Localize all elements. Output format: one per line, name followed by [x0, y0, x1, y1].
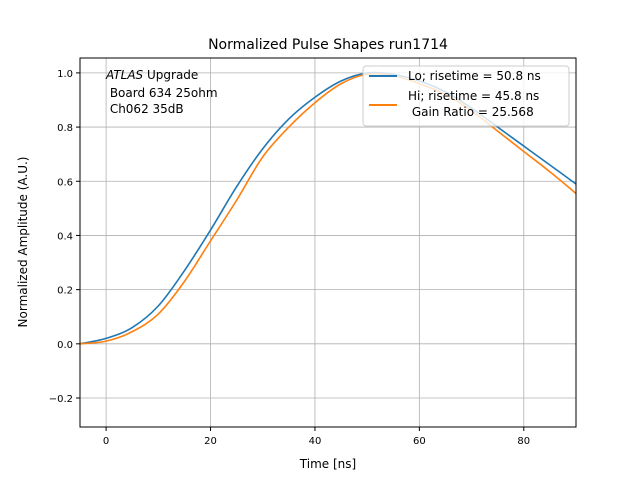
y-axis-label: Normalized Amplitude (A.U.) [16, 157, 30, 328]
y-tick-label: 0.4 [57, 231, 73, 242]
legend: Lo; risetime = 50.8 ns Hi; risetime = 45… [362, 65, 570, 127]
series-line-hi [79, 72, 577, 345]
y-tick-label: −0.2 [49, 394, 73, 405]
annotation: ATLAS Upgrade Board 634 25ohm Ch062 35dB [105, 68, 218, 116]
legend-label-hi-line2: Gain Ratio = 25.568 [408, 105, 534, 119]
annotation-italic: ATLAS [105, 68, 144, 82]
y-tick-label: 0.6 [57, 177, 73, 188]
x-axis-label: Time [ns] [299, 457, 356, 471]
annotation-line: Board 634 25ohm [106, 86, 218, 100]
x-tick-label: 60 [413, 436, 426, 447]
y-tick-label: 0.8 [57, 123, 73, 134]
x-tick-label: 20 [204, 436, 217, 447]
x-tick-label: 0 [103, 436, 109, 447]
x-tick-label: 80 [517, 436, 530, 447]
y-tick-label: 0.0 [57, 340, 73, 351]
plot-frame [79, 57, 577, 428]
x-tick-label: 40 [309, 436, 322, 447]
legend-label-hi: Hi; risetime = 45.8 ns [408, 89, 539, 103]
annotation-line: Upgrade [143, 68, 198, 82]
chart-title: Normalized Pulse Shapes run1714 [208, 37, 448, 53]
legend-label-lo: Lo; risetime = 50.8 ns [408, 69, 541, 83]
svg-text:ATLAS Upgrade: ATLAS Upgrade [105, 68, 198, 82]
annotation-line: Ch062 35dB [106, 102, 184, 116]
y-tick-label: 1.0 [57, 69, 73, 80]
y-tick-label: 0.2 [57, 286, 73, 297]
